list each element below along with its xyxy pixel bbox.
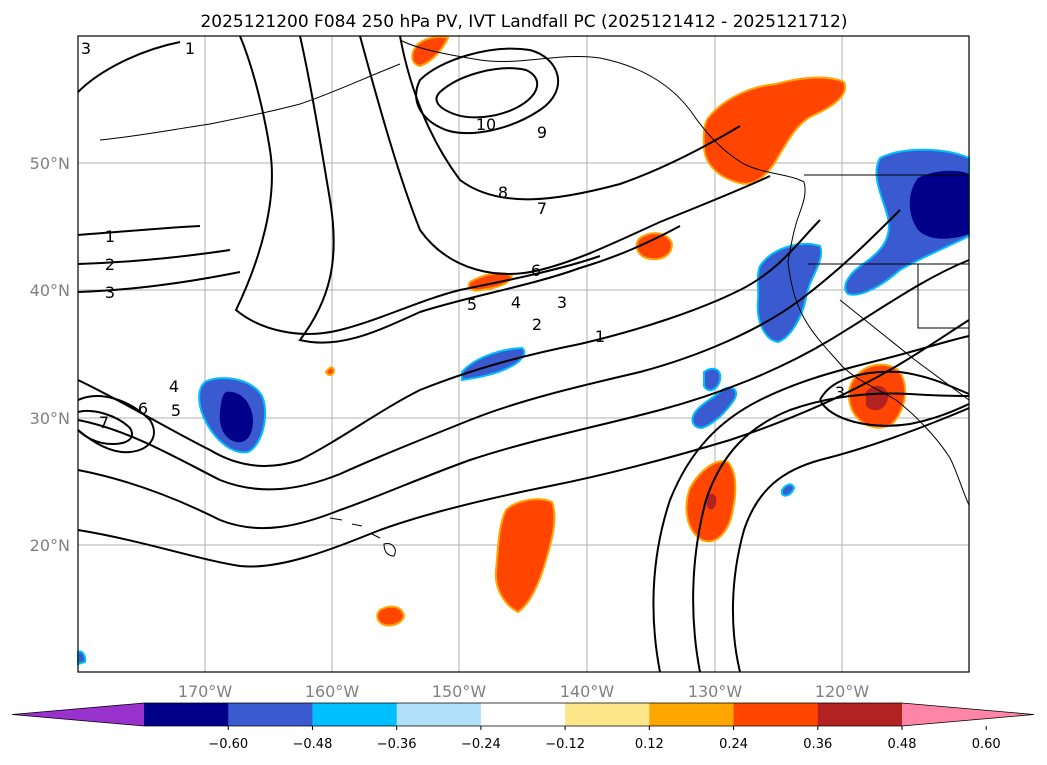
colorbar-bin <box>649 703 735 726</box>
colorbar-tick-label: 0.12 <box>635 737 664 752</box>
contour-label: 3 <box>557 293 567 312</box>
us-west-coast <box>787 261 970 506</box>
colorbar-bin <box>396 703 482 726</box>
colorbar-bin <box>565 703 650 726</box>
positive-anomaly-south <box>376 605 406 627</box>
contour-2-west <box>77 249 231 265</box>
contour-label: 1 <box>595 327 605 346</box>
positive-anomaly-hawaii-east <box>494 498 556 614</box>
positive-anomaly-tiny <box>324 366 336 376</box>
alaska-coast <box>399 39 805 183</box>
contour-10-closed <box>435 67 539 119</box>
contour-label: 7 <box>99 413 109 432</box>
lat-label: 50°N <box>30 154 70 173</box>
colorbar: −0.60 −0.48 −0.36 −0.24 −0.12 0.12 0.24 0.36 0.4… <box>11 702 1035 752</box>
colorbar-tick-label: 0.48 <box>888 737 917 752</box>
contour-label: 1 <box>105 227 115 246</box>
map-panel: 1 2 3 1 2 3 4 5 6 7 8 9 10 7 6 5 4 3 1 3 <box>77 35 970 673</box>
contour-label: 1 <box>185 39 195 58</box>
contour-label: 3 <box>81 39 91 58</box>
strong-negative-core-pacific-northwest <box>909 170 969 239</box>
contour-trough-1 <box>652 335 970 673</box>
colorbar-extend-min <box>12 703 144 726</box>
contour-label: 2 <box>532 315 542 334</box>
lat-label: 40°N <box>30 281 70 300</box>
lon-label: 150°W <box>432 682 487 701</box>
contour-label: 3 <box>835 383 845 402</box>
lat-label: 30°N <box>30 409 70 428</box>
contour-southern-2 <box>77 209 901 491</box>
map-frame <box>77 35 970 673</box>
contour-label: 4 <box>511 293 521 312</box>
colorbar-tick-label: −0.36 <box>377 737 417 752</box>
contour-6-mid <box>298 35 681 344</box>
contour-closed-west-inner <box>77 410 133 446</box>
strong-negative-core-west-pacific <box>219 391 253 443</box>
contour-southern-3 <box>77 259 970 530</box>
contour-label: 2 <box>105 255 115 274</box>
contour-labels: 1 2 3 1 2 3 4 5 6 7 8 9 10 7 6 5 4 3 1 3 <box>81 39 845 432</box>
positive-anomaly-midlat <box>635 232 674 261</box>
colorbar-tick-label: −0.48 <box>293 737 333 752</box>
contour-label: 5 <box>467 295 477 314</box>
negative-anomaly-small-3 <box>781 483 796 497</box>
contour-label: 10 <box>476 115 496 134</box>
lon-label: 170°W <box>178 682 233 701</box>
contour-label: 4 <box>169 377 179 396</box>
colorbar-extend-max <box>902 703 1034 726</box>
longitude-labels: 170°W 160°W 150°W 140°W 130°W 120°W <box>178 682 870 701</box>
lat-label: 20°N <box>30 536 70 555</box>
contour-southern-4 <box>77 319 970 568</box>
contour-5-north <box>234 35 601 335</box>
contour-label: 6 <box>138 399 148 418</box>
lon-label: 120°W <box>815 682 870 701</box>
colorbar-tick-label: 0.60 <box>972 737 1001 752</box>
colorbar-tick-label: −0.12 <box>545 737 585 752</box>
lon-label: 140°W <box>560 682 615 701</box>
colorbar-outline <box>11 702 1035 727</box>
contour-1-west <box>77 225 201 236</box>
colorbar-tick-label: −0.60 <box>208 737 248 752</box>
contour-southern-1 <box>77 219 821 467</box>
contour-trough-3 <box>731 407 970 673</box>
positive-anomaly-north <box>411 35 450 68</box>
aleutian-islands <box>99 63 401 141</box>
latitude-labels: 50°N 40°N 30°N 20°N <box>30 154 70 555</box>
negative-anomaly-small-1 <box>703 367 722 392</box>
strong-positive-core-subtropical <box>706 493 717 510</box>
lon-label: 130°W <box>688 682 743 701</box>
pv-contours <box>77 35 970 673</box>
colorbar-bin <box>312 703 398 726</box>
contour-9-closed <box>415 47 559 135</box>
contour-7-mid <box>359 35 771 275</box>
negative-anomaly-small-2 <box>691 386 738 430</box>
negative-anomaly-corner <box>77 650 87 666</box>
contour-label: 3 <box>105 283 115 302</box>
contour-label: 8 <box>498 183 508 202</box>
positive-anomaly-gulf-of-alaska <box>702 76 847 185</box>
colorbar-tick-label: 0.24 <box>719 737 748 752</box>
contour-label: 7 <box>537 199 547 218</box>
map-title: 2025121200 F084 250 hPa PV, IVT Landfall… <box>200 12 847 32</box>
colorbar-tick-label: 0.36 <box>803 737 832 752</box>
contour-label: 9 <box>537 123 547 142</box>
contour-closed-west <box>77 395 155 454</box>
colorbar-bin <box>733 703 819 726</box>
colorbar-tick-label: −0.24 <box>461 737 501 752</box>
lon-label: 160°W <box>305 682 360 701</box>
colorbar-bin <box>228 703 313 726</box>
contour-label: 5 <box>171 401 181 420</box>
colorbar-bin <box>817 703 903 726</box>
hawaii-islands <box>329 517 396 557</box>
contour-trough-2 <box>692 392 970 673</box>
colorbar-bin <box>480 703 566 726</box>
colorbar-bin <box>144 703 229 726</box>
contour-bay-loop <box>819 370 970 427</box>
contour-top-left <box>77 41 181 93</box>
contour-3-west <box>77 271 241 293</box>
contour-label: 6 <box>531 261 541 280</box>
